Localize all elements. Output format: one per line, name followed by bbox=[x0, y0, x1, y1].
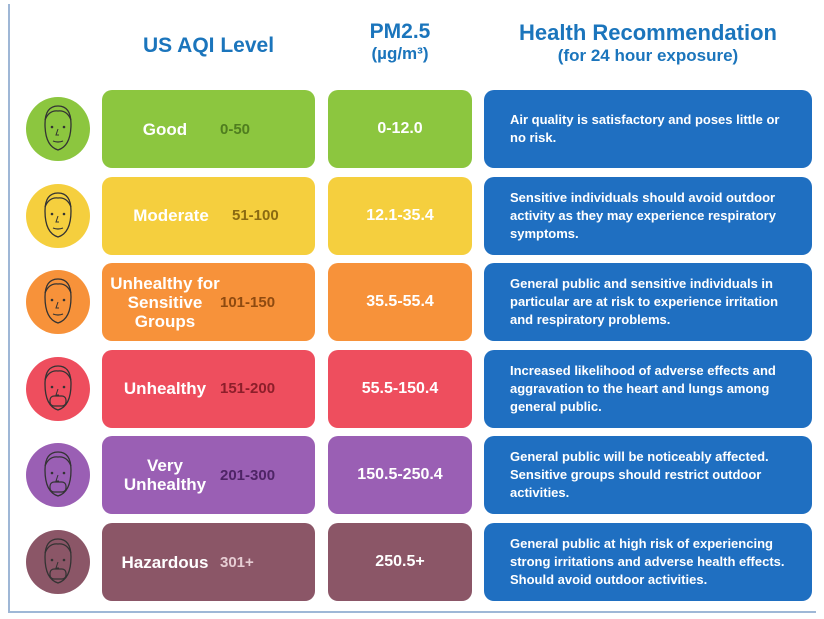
level-name: Moderate bbox=[133, 206, 209, 226]
level-range: 151-200 bbox=[220, 380, 276, 398]
recommendation: General public at high risk of experienc… bbox=[484, 523, 812, 601]
row: Moderate 51-100 12.1-35.4 Sensitive individ… bbox=[0, 176, 824, 255]
row: Hazardous 301+ 250.5+ General public at hig… bbox=[0, 523, 824, 601]
recommendation: Air quality is satisfactory and poses li… bbox=[484, 90, 812, 168]
level-box: Good 0-50 bbox=[102, 90, 315, 168]
pm-range: 0-12.0 bbox=[328, 90, 472, 168]
pm-range: 250.5+ bbox=[328, 523, 472, 601]
rec-title: Health Recommendation bbox=[519, 20, 777, 45]
level-name: Unhealthy bbox=[123, 379, 207, 399]
rec-header: Health Recommendation (for 24 hour expos… bbox=[484, 20, 812, 66]
level-box: Very Unhealthy 201-300 bbox=[102, 436, 315, 515]
level-range: 201-300 bbox=[220, 466, 276, 484]
pm-title: PM2.5 bbox=[369, 20, 431, 43]
frame bbox=[8, 4, 816, 613]
recommendation: General public will be noticeably affect… bbox=[484, 436, 812, 515]
level-box: Unhealthy for Sensitive Groups 101-150 bbox=[102, 263, 315, 342]
rec-sub: (for 24 hour exposure) bbox=[557, 46, 739, 65]
level-range: 301+ bbox=[220, 553, 254, 571]
face-icon bbox=[26, 270, 90, 335]
face-icon bbox=[26, 97, 90, 161]
level-range: 51-100 bbox=[232, 207, 279, 225]
recommendation: Sensitive individuals should avoid outdo… bbox=[484, 176, 812, 255]
recommendation: General public and sensitive individuals… bbox=[484, 263, 812, 342]
level-name: Unhealthy for Sensitive Groups bbox=[110, 273, 220, 331]
face-icon bbox=[26, 443, 90, 508]
level-range: 101-150 bbox=[220, 293, 276, 311]
level-range: 0-50 bbox=[220, 120, 251, 138]
level-name: Hazardous bbox=[121, 552, 209, 572]
pm-range: 35.5-55.4 bbox=[328, 263, 472, 342]
level-header: US AQI Level bbox=[142, 34, 275, 57]
level-name: Good bbox=[142, 119, 188, 139]
face-icon bbox=[26, 356, 90, 421]
pm-range: 55.5-150.4 bbox=[328, 349, 472, 428]
level-box: Moderate 51-100 bbox=[102, 176, 315, 255]
face-icon bbox=[26, 530, 90, 594]
row: Very Unhealthy 201-300 150.5-250.4 General … bbox=[0, 436, 824, 515]
row: Good 0-50 0-12.0 Air quality is satisfactor… bbox=[0, 90, 824, 168]
pm-unit: (µg/m³) bbox=[371, 44, 429, 63]
level-name: Very Unhealthy bbox=[123, 456, 207, 495]
pm-range: 150.5-250.4 bbox=[328, 436, 472, 515]
level-box: Hazardous 301+ bbox=[102, 523, 315, 601]
pm-header: PM2.5 (µg/m³) bbox=[328, 20, 472, 64]
face-icon bbox=[26, 183, 90, 248]
row: Unhealthy 151-200 55.5-150.4 Increased like… bbox=[0, 349, 824, 428]
row: Unhealthy for Sensitive Groups 101-150 35.… bbox=[0, 263, 824, 342]
level-box: Unhealthy 151-200 bbox=[102, 349, 315, 428]
pm-range: 12.1-35.4 bbox=[328, 176, 472, 255]
recommendation: Increased likelihood of adverse effects … bbox=[484, 349, 812, 428]
